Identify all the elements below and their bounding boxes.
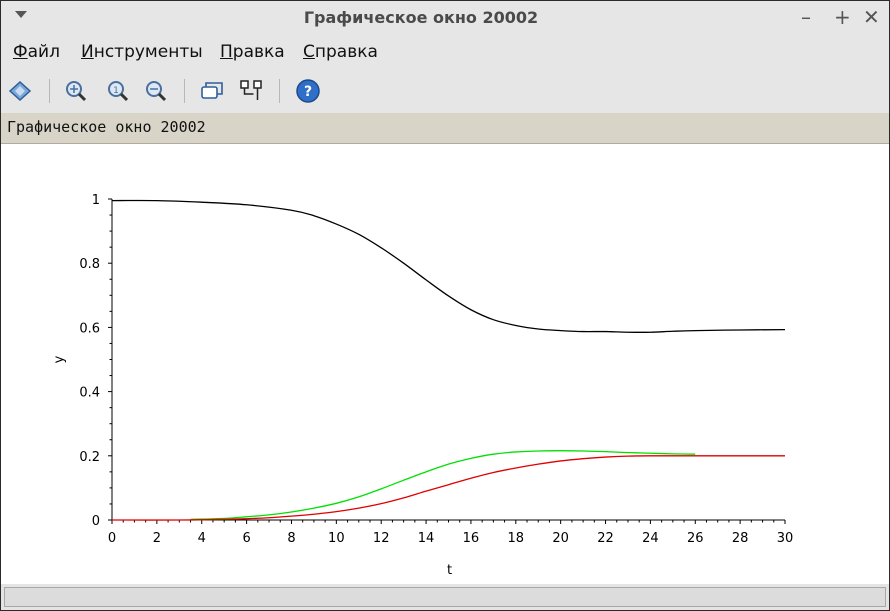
toolbar-separator bbox=[184, 79, 185, 103]
x-tick-label: 20 bbox=[552, 531, 569, 546]
x-tick-label: 4 bbox=[198, 531, 206, 546]
x-tick-label: 10 bbox=[328, 531, 345, 546]
x-tick-label: 0 bbox=[108, 531, 116, 546]
menu-tools[interactable]: Инструменты bbox=[81, 42, 203, 62]
x-tick-label: 22 bbox=[597, 531, 614, 546]
close-button[interactable]: ✕ bbox=[863, 5, 880, 29]
x-tick-label: 12 bbox=[373, 531, 390, 546]
x-tick-label: 2 bbox=[153, 531, 161, 546]
rotate-icon[interactable] bbox=[7, 78, 33, 104]
x-tick-label: 30 bbox=[777, 531, 794, 546]
x-tick-label: 8 bbox=[287, 531, 295, 546]
status-field bbox=[4, 587, 886, 607]
minimize-button[interactable]: – bbox=[801, 5, 811, 29]
series-line-3[interactable] bbox=[111, 455, 785, 521]
window-menu-icon[interactable] bbox=[15, 11, 27, 18]
zoom-in-icon[interactable] bbox=[63, 78, 89, 104]
x-tick-label: 6 bbox=[242, 531, 250, 546]
x-tick-label: 18 bbox=[508, 531, 525, 546]
plot-area[interactable]: 0 2 4 6 8 10 12 14 16 18 20 22 24 26 28 30 0 0.2 0.4 0.6 0.8… bbox=[1, 144, 889, 584]
line-chart[interactable]: 0 2 4 6 8 10 12 14 16 18 20 22 24 26 28 3000.20.40.60.8… bbox=[1, 144, 889, 584]
x-tick-label: 28 bbox=[732, 531, 749, 546]
menu-help[interactable]: Справка bbox=[303, 42, 378, 62]
y-axis-label: y bbox=[52, 355, 67, 363]
svg-text:1: 1 bbox=[113, 86, 119, 96]
help-icon[interactable]: ? bbox=[295, 78, 321, 104]
x-tick-label: 24 bbox=[642, 531, 659, 546]
window-title: Графическое окно 20002 bbox=[303, 8, 539, 27]
toolbar-separator bbox=[279, 79, 280, 103]
svg-text:?: ? bbox=[304, 84, 312, 100]
y-tick-label: 1 bbox=[92, 193, 100, 208]
zoom-out-icon[interactable] bbox=[143, 78, 169, 104]
menu-file[interactable]: Файл bbox=[13, 42, 60, 62]
x-tick-label: 14 bbox=[418, 531, 435, 546]
datatip-icon[interactable] bbox=[199, 78, 225, 104]
menu-bar: Файл Инструменты Правка Справка bbox=[1, 35, 889, 69]
toolbar: 1 ? bbox=[1, 69, 889, 114]
menu-edit[interactable]: Правка bbox=[220, 42, 285, 62]
bottom-status-bar bbox=[1, 584, 889, 610]
toolbar-separator bbox=[49, 79, 50, 103]
y-tick-label: 0.8 bbox=[79, 257, 100, 272]
y-tick-label: 0.4 bbox=[79, 386, 100, 401]
x-tick-label: 26 bbox=[687, 531, 704, 546]
x-tick-label: 16 bbox=[463, 531, 480, 546]
y-tick-label: 0.2 bbox=[79, 450, 100, 465]
series-line-1[interactable] bbox=[111, 199, 786, 333]
info-bar: Графическое окно 20002 bbox=[1, 113, 889, 144]
x-axis-label: t bbox=[447, 563, 452, 578]
zoom-original-icon[interactable]: 1 bbox=[105, 78, 131, 104]
title-bar: Графическое окно 20002 – + ✕ bbox=[1, 1, 889, 35]
info-bar-text: Графическое окно 20002 bbox=[7, 118, 206, 136]
y-tick-label: 0.6 bbox=[79, 321, 100, 336]
datatip-edit-icon[interactable] bbox=[238, 78, 264, 104]
y-tick-label: 0 bbox=[92, 514, 100, 529]
maximize-button[interactable]: + bbox=[834, 5, 851, 29]
series-line-2[interactable] bbox=[190, 450, 696, 521]
